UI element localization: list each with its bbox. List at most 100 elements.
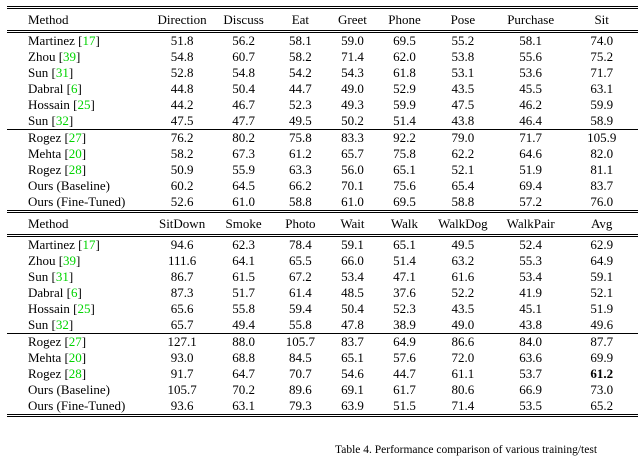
citation-ref[interactable]: 28 <box>68 162 82 177</box>
method-cell: Mehta [20] <box>28 146 87 161</box>
method-cell: Sun [32] <box>28 317 74 332</box>
value-cell: 65.1 <box>393 162 416 177</box>
value-cell: 53.4 <box>341 269 364 284</box>
value-cell: 55.8 <box>289 317 312 332</box>
table-row: Ours (Fine-Tuned) 93.6 63.1 79.3 63.9 51.5 71.… <box>7 398 638 417</box>
table-row: Ours (Fine-Tuned) 52.6 61.0 58.8 61.0 69.5 58.… <box>7 194 638 213</box>
value-cell: 43.5 <box>451 81 475 96</box>
value-cell: 69.4 <box>519 178 543 193</box>
table-row: Rogez [28] 91.7 64.7 70.7 54.6 44.7 61.1 53.7 61… <box>7 366 638 382</box>
method-cell: Hossain [25] <box>28 301 95 316</box>
value-cell: 52.6 <box>152 194 213 213</box>
value-cell: 65.6 <box>170 301 194 316</box>
table-row: Sun [32] 47.5 47.7 49.5 50.2 51.4 43.8 46.4 58.9 <box>7 113 638 130</box>
citation-ref[interactable]: 27 <box>68 130 82 145</box>
citation-ref[interactable]: 31 <box>55 269 69 284</box>
value-cell: 52.1 <box>590 285 614 300</box>
method-cell: Martinez [17] <box>28 33 100 48</box>
citation-ref[interactable]: 32 <box>55 113 69 128</box>
table-row: Martinez [17] 94.6 62.3 78.4 59.1 65.1 49.5 52.… <box>7 236 638 254</box>
table-row: Ours (Baseline) 60.2 64.5 66.2 70.1 75.6 65.4 6… <box>7 178 638 194</box>
value-cell: 63.1 <box>590 81 614 96</box>
value-cell: 79.3 <box>275 398 326 417</box>
table-row: Dabral [6] 87.3 51.7 61.4 48.5 37.6 52.2 41.9 52… <box>7 285 638 301</box>
citation-ref[interactable]: 27 <box>68 334 82 349</box>
column-header-photo: Photo <box>275 213 326 237</box>
citation-ref[interactable]: 6 <box>70 285 78 300</box>
citation-ref[interactable]: 39 <box>63 253 77 268</box>
value-cell: 63.3 <box>289 162 312 177</box>
value-cell: 54.8 <box>232 65 255 80</box>
citation-ref[interactable]: 25 <box>77 97 91 112</box>
value-cell: 84.5 <box>289 350 312 365</box>
value-cell: 81.1 <box>590 162 614 177</box>
column-header-eat: Eat <box>275 6 326 33</box>
value-cell: 58.1 <box>519 33 543 48</box>
value-cell: 37.6 <box>393 285 416 300</box>
value-cell: 45.1 <box>519 301 543 316</box>
value-cell: 58.8 <box>275 194 326 213</box>
table-row: Ours (Baseline) 105.7 70.2 89.6 69.1 61.7 80.6… <box>7 382 638 398</box>
value-cell: 51.4 <box>393 253 416 268</box>
citation-ref[interactable]: 20 <box>68 146 82 161</box>
citation-ref[interactable]: 28 <box>68 366 82 381</box>
column-header-sit: Sit <box>565 6 638 33</box>
value-cell: 49.0 <box>341 81 364 96</box>
value-cell: 65.7 <box>341 146 364 161</box>
value-cell: 64.1 <box>232 253 255 268</box>
citation-ref[interactable]: 17 <box>82 33 96 48</box>
table-row: Mehta [20] 93.0 68.8 84.5 65.1 57.6 72.0 63.6 69… <box>7 350 638 366</box>
value-cell: 62.0 <box>393 49 416 64</box>
value-cell: 41.9 <box>519 285 543 300</box>
value-cell: 60.2 <box>170 178 194 193</box>
value-cell: 54.3 <box>341 65 364 80</box>
value-cell: 65.1 <box>393 237 416 252</box>
column-header-pose: Pose <box>429 6 496 33</box>
value-cell: 65.7 <box>170 317 194 332</box>
table-row: Sun [31] 52.8 54.8 54.2 54.3 61.8 53.1 53.6 71.7 <box>7 65 638 81</box>
citation-ref[interactable]: 39 <box>63 49 77 64</box>
table-row: Rogez [27] 76.2 80.2 75.8 83.3 92.2 79.0 71.7 10… <box>7 129 638 146</box>
value-cell: 61.4 <box>289 285 312 300</box>
value-cell: 88.0 <box>212 333 276 350</box>
value-cell: 49.0 <box>451 317 475 332</box>
column-header-phone: Phone <box>379 6 430 33</box>
value-cell: 43.8 <box>519 317 543 332</box>
value-cell: 49.4 <box>232 317 255 332</box>
value-cell: 111.6 <box>167 253 197 268</box>
method-cell: Ours (Baseline) <box>28 178 110 193</box>
value-cell: 44.7 <box>393 366 416 381</box>
table-row: Hossain [25] 44.2 46.7 52.3 49.3 59.9 47.5 46.2… <box>7 97 638 113</box>
method-cell: Ours (Fine-Tuned) <box>7 398 153 417</box>
value-cell: 80.2 <box>212 129 276 146</box>
value-cell: 71.4 <box>341 49 364 64</box>
table-caption: Table 4. Performance comparison of vario… <box>335 444 598 456</box>
value-cell: 67.2 <box>289 269 312 284</box>
value-cell: 54.8 <box>170 49 194 64</box>
value-cell: 59.1 <box>590 269 614 284</box>
method-cell: Zhou [39] <box>28 49 81 64</box>
citation-ref[interactable]: 17 <box>82 237 96 252</box>
value-cell: 74.0 <box>590 33 614 48</box>
value-cell: 52.2 <box>451 285 475 300</box>
value-cell: 53.6 <box>519 65 543 80</box>
value-cell: 105.7 <box>167 382 197 397</box>
citation-ref[interactable]: 6 <box>70 81 78 96</box>
value-cell: 83.7 <box>590 178 614 193</box>
citation-ref[interactable]: 32 <box>55 317 69 332</box>
value-cell: 38.9 <box>393 317 416 332</box>
value-cell: 49.5 <box>451 237 475 252</box>
method-cell: Sun [31] <box>28 269 74 284</box>
column-header-method: Method <box>7 6 153 33</box>
citation-ref[interactable]: 25 <box>77 301 91 316</box>
value-cell: 86.7 <box>170 269 194 284</box>
citation-ref[interactable]: 31 <box>55 65 69 80</box>
table-row: Rogez [28] 50.9 55.9 63.3 56.0 65.1 52.1 51.9 81… <box>7 162 638 178</box>
method-cell: Rogez [28] <box>28 366 87 381</box>
citation-ref[interactable]: 20 <box>68 350 82 365</box>
column-header-purchase: Purchase <box>495 6 566 33</box>
value-cell: 86.6 <box>429 333 496 350</box>
method-cell: Ours (Fine-Tuned) <box>7 194 153 213</box>
value-cell: 64.9 <box>590 253 614 268</box>
value-cell: 80.6 <box>451 382 475 397</box>
